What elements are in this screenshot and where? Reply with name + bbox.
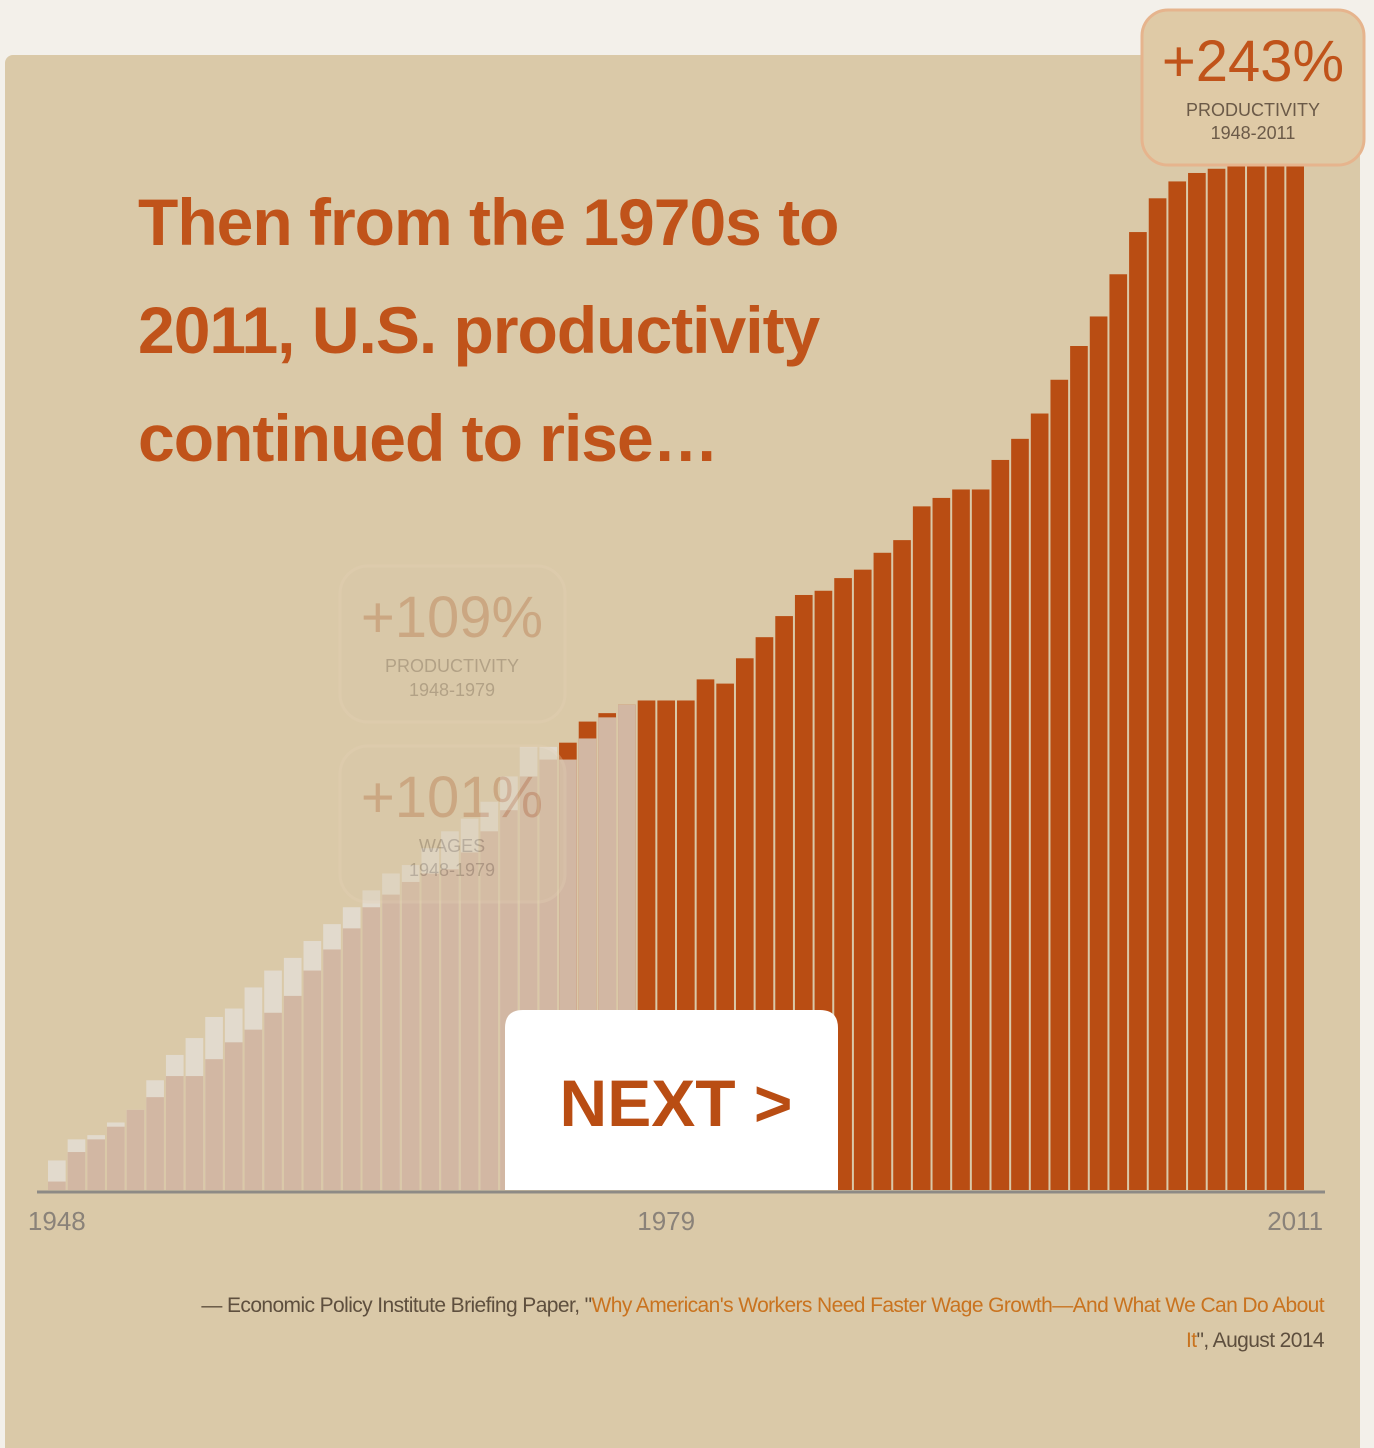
- wage-bar: [48, 1181, 66, 1190]
- wage-bar: [205, 1059, 223, 1190]
- productivity-bar: [912, 506, 931, 1190]
- productivity-bar: [834, 578, 852, 1190]
- wage-bar: [244, 1029, 263, 1190]
- productivity-bar: [1011, 438, 1029, 1191]
- headline: Then from the 1970s to 2011, U.S. produc…: [138, 185, 840, 475]
- wage-bar: [421, 873, 440, 1190]
- citation-suffix: ", August 2014: [1196, 1329, 1325, 1352]
- productivity-bar: [1286, 164, 1304, 1190]
- productivity-bar: [1050, 379, 1069, 1190]
- productivity-bar: [991, 459, 1010, 1190]
- badge-period: 1948-2011: [1211, 123, 1296, 143]
- wage-bar: [323, 949, 341, 1190]
- productivity-bar: [1207, 168, 1226, 1190]
- productivity-bar: [1070, 346, 1088, 1190]
- productivity-bar: [1109, 274, 1128, 1190]
- productivity-bar: [952, 489, 970, 1191]
- wage-bar: [126, 1109, 145, 1190]
- wage-bar: [362, 907, 381, 1190]
- wage-bar: [224, 1042, 243, 1190]
- badge-box: [338, 744, 567, 904]
- productivity-bar: [853, 569, 872, 1190]
- citation: — Economic Policy Institute Briefing Pap…: [190, 1288, 1324, 1358]
- citation-link[interactable]: Why American's Workers Need Faster Wage …: [591, 1294, 1325, 1352]
- citation-prefix: — Economic Policy Institute Briefing Pap…: [201, 1294, 592, 1317]
- wage-bar: [67, 1152, 86, 1190]
- productivity-bar: [1188, 172, 1206, 1191]
- x-tick-label: 1948: [28, 1206, 86, 1236]
- badge-value: +109%: [361, 585, 543, 650]
- productivity-bar: [1168, 181, 1187, 1191]
- wage-bar: [165, 1076, 184, 1190]
- x-tick-label: 2011: [1267, 1206, 1323, 1236]
- badge-value: +101%: [361, 765, 543, 830]
- productivity-bar: [1227, 164, 1246, 1190]
- productivity-bar: [873, 552, 892, 1190]
- productivity-bar: [1129, 232, 1147, 1190]
- badge-box: [338, 564, 567, 724]
- productivity-bar: [971, 489, 990, 1191]
- wage-bar: [87, 1139, 105, 1190]
- badge-label: WAGES: [419, 836, 485, 856]
- top-badge: +243% PRODUCTIVITY 1948-2011: [1140, 8, 1366, 167]
- wage-bar: [185, 1076, 204, 1190]
- wage-bar: [264, 1012, 282, 1190]
- productivity-bar: [1247, 164, 1265, 1190]
- wage-bar: [106, 1126, 125, 1190]
- badge-label: PRODUCTIVITY: [385, 656, 519, 676]
- productivity-bar: [893, 540, 911, 1190]
- productivity-bar: [1148, 198, 1167, 1191]
- badge-period: 1948-1979: [409, 680, 495, 700]
- productivity-bar: [1030, 413, 1049, 1190]
- next-button-bg[interactable]: [505, 1010, 838, 1190]
- badge-label: PRODUCTIVITY: [1186, 100, 1320, 120]
- faded-badges: +109% PRODUCTIVITY 1948-1979 +101% WAGES…: [338, 564, 567, 904]
- wage-bar: [146, 1097, 164, 1190]
- productivity-bar: [1266, 164, 1285, 1190]
- wage-bar: [401, 881, 420, 1190]
- wage-bar: [303, 970, 322, 1190]
- wage-bar: [441, 869, 459, 1190]
- wage-bar: [342, 928, 361, 1190]
- x-tick-labels: 1948 1979 2011: [28, 1206, 1323, 1236]
- productivity-bar: [1089, 316, 1108, 1191]
- badge-value: +243%: [1162, 29, 1344, 94]
- badge-box: [1140, 8, 1366, 167]
- wage-bar: [460, 852, 479, 1190]
- productivity-bar: [932, 497, 951, 1190]
- x-tick-label: 1979: [637, 1206, 695, 1236]
- wage-bar: [283, 995, 302, 1190]
- next-button[interactable]: NEXT >: [505, 1010, 838, 1190]
- next-button-label[interactable]: NEXT >: [560, 1066, 793, 1140]
- badge-period: 1948-1979: [409, 860, 495, 880]
- wage-bar: [480, 831, 499, 1190]
- wage-bar: [382, 894, 400, 1190]
